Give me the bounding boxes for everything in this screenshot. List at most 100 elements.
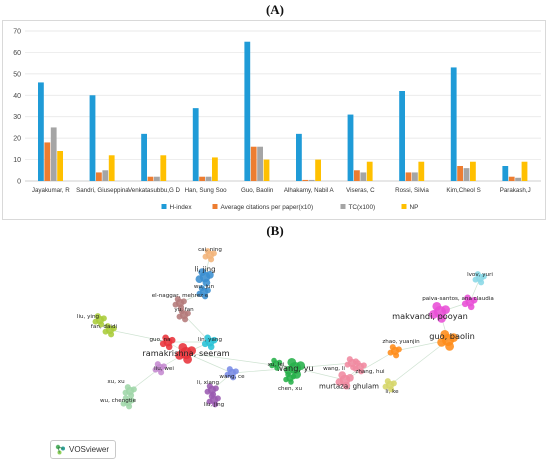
network-node-label: xu, xu <box>107 379 125 385</box>
network-node <box>441 305 450 314</box>
network-node-label: wu, jun <box>194 284 215 290</box>
bar-average-citations-per-paper-x10--6 <box>354 170 360 181</box>
network-node <box>212 385 219 392</box>
network-node-label: yu, fan <box>174 307 194 313</box>
network-node <box>437 338 446 347</box>
network-edge <box>344 350 396 381</box>
bar-tc-x100--5 <box>308 179 315 181</box>
network-node <box>94 313 101 320</box>
legend-swatch <box>161 204 167 209</box>
y-tick-label: 60 <box>13 50 21 57</box>
network-node-label: li, ke <box>385 389 399 395</box>
network-node <box>195 275 204 283</box>
network-node <box>210 336 218 344</box>
bar-h-index-9 <box>502 166 509 181</box>
bar-tc-x100--3 <box>205 176 212 181</box>
y-tick-label: 0 <box>17 179 21 186</box>
legend-label: NP <box>410 204 419 211</box>
network-node <box>296 361 305 370</box>
bar-average-citations-per-paper-x10--8 <box>457 166 463 181</box>
network-node <box>208 256 215 263</box>
network-node <box>342 381 351 390</box>
network-node-label: liu, wei <box>154 366 174 372</box>
network-node-label: guo, na <box>149 337 170 343</box>
network-node <box>104 323 111 330</box>
network-node <box>224 371 231 378</box>
x-category-label: Alhakamy, Nabil A <box>284 187 335 194</box>
x-category-label: Jayakumar, R <box>32 187 70 194</box>
network-node-label: liu, ying <box>77 314 100 320</box>
network-node <box>204 287 211 294</box>
network-node-label: liu, jing <box>204 402 225 408</box>
network-node <box>206 398 213 405</box>
network-node <box>122 395 129 402</box>
vosviewer-logo-icon <box>55 444 65 455</box>
bar-tc-x100--6 <box>360 172 367 181</box>
network-node <box>467 303 475 311</box>
network-node <box>389 344 396 351</box>
network-node <box>212 401 219 408</box>
coauthorship-network: cai, ning li, jing wu, jun el-naggar, mehre… <box>77 247 494 410</box>
network-node <box>128 397 135 404</box>
network-node <box>393 352 400 359</box>
network-node-label: murtaza, ghulam <box>319 382 379 390</box>
network-node-label: zhao, yuanjin <box>382 339 420 345</box>
network-node <box>354 360 361 367</box>
x-category-label: Viseras, C <box>346 187 375 194</box>
bar-np-4 <box>263 159 270 181</box>
network-node <box>92 318 99 325</box>
network-node <box>128 392 135 399</box>
bar-average-citations-per-paper-x10--2 <box>147 176 154 181</box>
network-node <box>174 296 181 303</box>
network-node <box>287 358 297 367</box>
vosviewer-badge: VOSviewer <box>50 440 116 459</box>
network-node <box>358 368 365 375</box>
network-node <box>283 376 289 383</box>
network-node-label: wang, li <box>323 366 345 372</box>
bar-np-6 <box>366 161 373 181</box>
network-node <box>158 369 165 376</box>
network-node <box>464 294 471 302</box>
network-node-label: li, jing <box>194 265 215 273</box>
y-tick-label: 70 <box>13 29 21 36</box>
network-node <box>440 330 450 339</box>
network-node <box>214 395 221 402</box>
network-node-label: xu, lei <box>268 362 285 368</box>
network-node <box>472 276 479 283</box>
bar-tc-x100--2 <box>154 176 160 181</box>
network-edge <box>185 352 233 374</box>
network-node <box>206 271 214 279</box>
network-node <box>198 268 207 276</box>
network-node-label: wang, ce <box>219 374 245 380</box>
network-node-label: paiva-santos, ana claudia <box>422 296 494 302</box>
legend-label: TC(x100) <box>349 204 376 211</box>
network-node <box>180 298 187 305</box>
network-node <box>202 278 211 287</box>
network-node <box>165 343 173 351</box>
bar-tc-x100--4 <box>257 146 263 181</box>
network-node <box>162 334 169 342</box>
bar-np-3 <box>212 157 218 181</box>
bar-tc-x100--1 <box>102 170 109 181</box>
network-node <box>122 389 129 396</box>
network-node <box>176 313 183 320</box>
network-node <box>204 248 211 255</box>
bar-average-citations-per-paper-x10--0 <box>44 142 51 181</box>
network-node <box>384 378 391 385</box>
network-node-label: el-naggar, mehrez e <box>152 293 209 299</box>
x-category-label: Guo, Baolin <box>241 187 274 194</box>
network-node <box>432 302 442 311</box>
bar-np-7 <box>418 161 425 181</box>
x-category-label: Venkatasubbu,G D <box>128 187 180 194</box>
network-node <box>204 388 211 395</box>
y-tick-label: 50 <box>13 71 21 78</box>
y-tick-label: 40 <box>13 93 21 100</box>
y-tick-label: 20 <box>13 136 21 143</box>
bar-np-8 <box>470 161 476 181</box>
network-node <box>346 356 353 363</box>
network-node <box>184 310 191 317</box>
network-node <box>290 373 297 380</box>
network-node <box>172 301 179 308</box>
network-node <box>152 366 159 373</box>
vosviewer-label: VOSviewer <box>69 445 110 454</box>
